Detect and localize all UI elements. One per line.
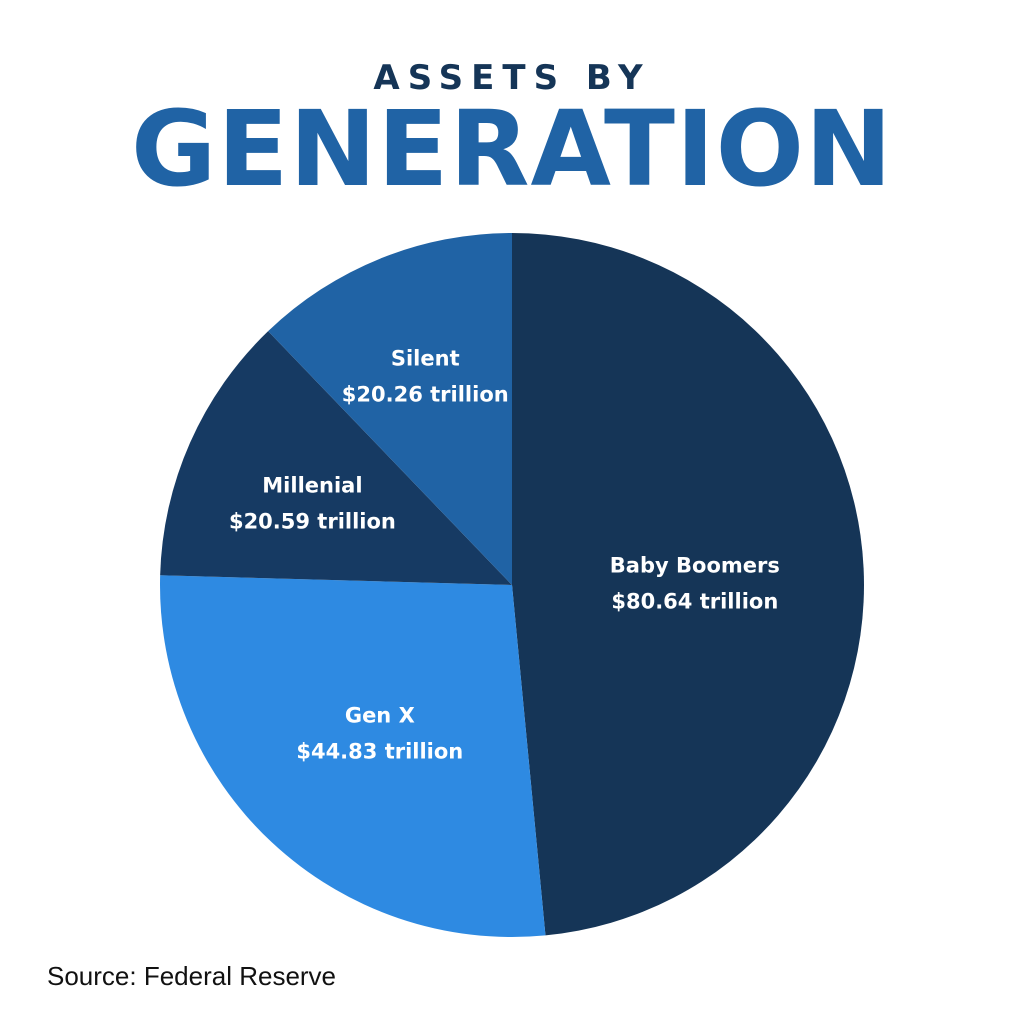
pie-slice-silent: [268, 233, 512, 585]
slice-value: $44.83 trillion: [296, 739, 463, 763]
slice-value: $80.64 trillion: [611, 589, 778, 613]
pie-slice-millenial: [160, 331, 512, 585]
slice-label-millenial: Millenial $20.59 trillion: [229, 474, 396, 534]
slice-label-gen-x: Gen X $44.83 trillion: [296, 703, 463, 763]
slice-value: $20.26 trillion: [342, 382, 509, 406]
slice-name: Millenial: [262, 474, 362, 498]
chart-kicker-title: ASSETS BY: [373, 58, 651, 98]
slice-label-baby-boomers: Baby Boomers $80.64 trillion: [610, 553, 780, 613]
slice-label-silent: Silent $20.26 trillion: [342, 346, 509, 406]
pie-slices: [160, 233, 865, 937]
chart-main-title: GENERATION: [130, 88, 894, 210]
slice-name: Baby Boomers: [610, 553, 780, 577]
source-note: Source: Federal Reserve: [47, 961, 337, 991]
slice-name: Silent: [391, 346, 460, 370]
pie-slice-baby-boomers: [512, 233, 865, 936]
slice-value: $20.59 trillion: [229, 510, 396, 534]
pie-labels: Baby Boomers $80.64 trillion Gen X $44.83 t…: [229, 346, 780, 763]
pie-slice-gen-x: [160, 575, 546, 937]
slice-name: Gen X: [345, 703, 415, 727]
